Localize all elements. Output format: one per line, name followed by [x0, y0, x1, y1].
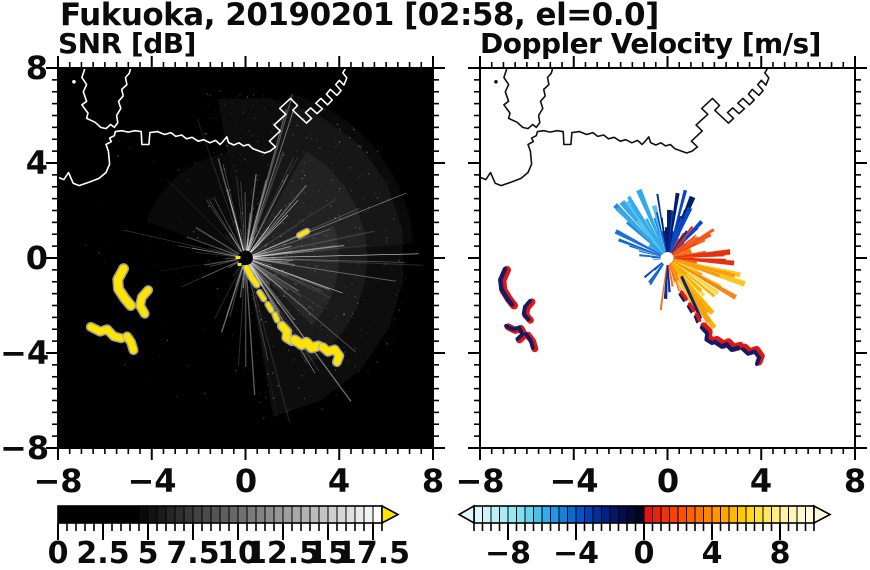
x-tick-label: −4 — [549, 462, 599, 500]
radar-center-dot — [238, 251, 253, 265]
snr-colorbar-label: 5 — [137, 536, 159, 570]
panel-title-velocity: Doppler Velocity [m/s] — [480, 27, 821, 60]
velocity-clutter-echoes — [498, 265, 765, 366]
y-tick-label: 4 — [25, 144, 48, 182]
figure-title: Fukuoka, 20190201 [02:58, el=0.0] — [60, 0, 659, 33]
velocity-panel — [480, 68, 855, 448]
x-tick-label: 4 — [749, 462, 773, 500]
vel-colorbar-label: −4 — [552, 536, 599, 570]
x-tick-label: 0 — [656, 462, 680, 500]
snr-colorbar-label: 17.5 — [335, 536, 411, 570]
x-tick-label: 4 — [327, 462, 351, 500]
snr-radar-image — [58, 68, 423, 423]
velocity-spokes — [613, 188, 746, 330]
snr-colorbar-label: 15 — [307, 536, 349, 570]
y-tick-label: 8 — [25, 49, 48, 87]
vel-colorbar-label: −8 — [484, 536, 531, 570]
panel-title-snr: SNR [dB] — [58, 27, 196, 60]
snr-colorbar-label: 12.5 — [245, 536, 321, 570]
coastline-path — [480, 68, 770, 187]
y-tick-label: −4 — [0, 334, 50, 372]
snr-colorbar-label: 0 — [47, 536, 69, 570]
y-tick-label: −8 — [0, 429, 50, 467]
x-tick-label: 8 — [843, 462, 867, 500]
vel-colorbar-label: 0 — [633, 536, 655, 570]
y-tick-label: 0 — [25, 239, 48, 277]
snr-colorbar-label: 2.5 — [76, 536, 130, 570]
x-tick-label: 0 — [234, 462, 258, 500]
x-tick-label: 8 — [421, 462, 445, 500]
x-tick-label: −8 — [33, 462, 83, 500]
snr-colorbar-label: 10 — [217, 536, 259, 570]
snr-panel — [58, 68, 433, 448]
velocity-radar-image — [480, 68, 770, 366]
vel-colorbar-label: 8 — [769, 536, 791, 570]
radar-center-dot — [661, 252, 674, 264]
snr-colorbar-label: 7.5 — [166, 536, 220, 570]
x-tick-label: −8 — [455, 462, 505, 500]
x-tick-label: −4 — [127, 462, 177, 500]
vel-colorbar-label: 4 — [701, 536, 723, 570]
